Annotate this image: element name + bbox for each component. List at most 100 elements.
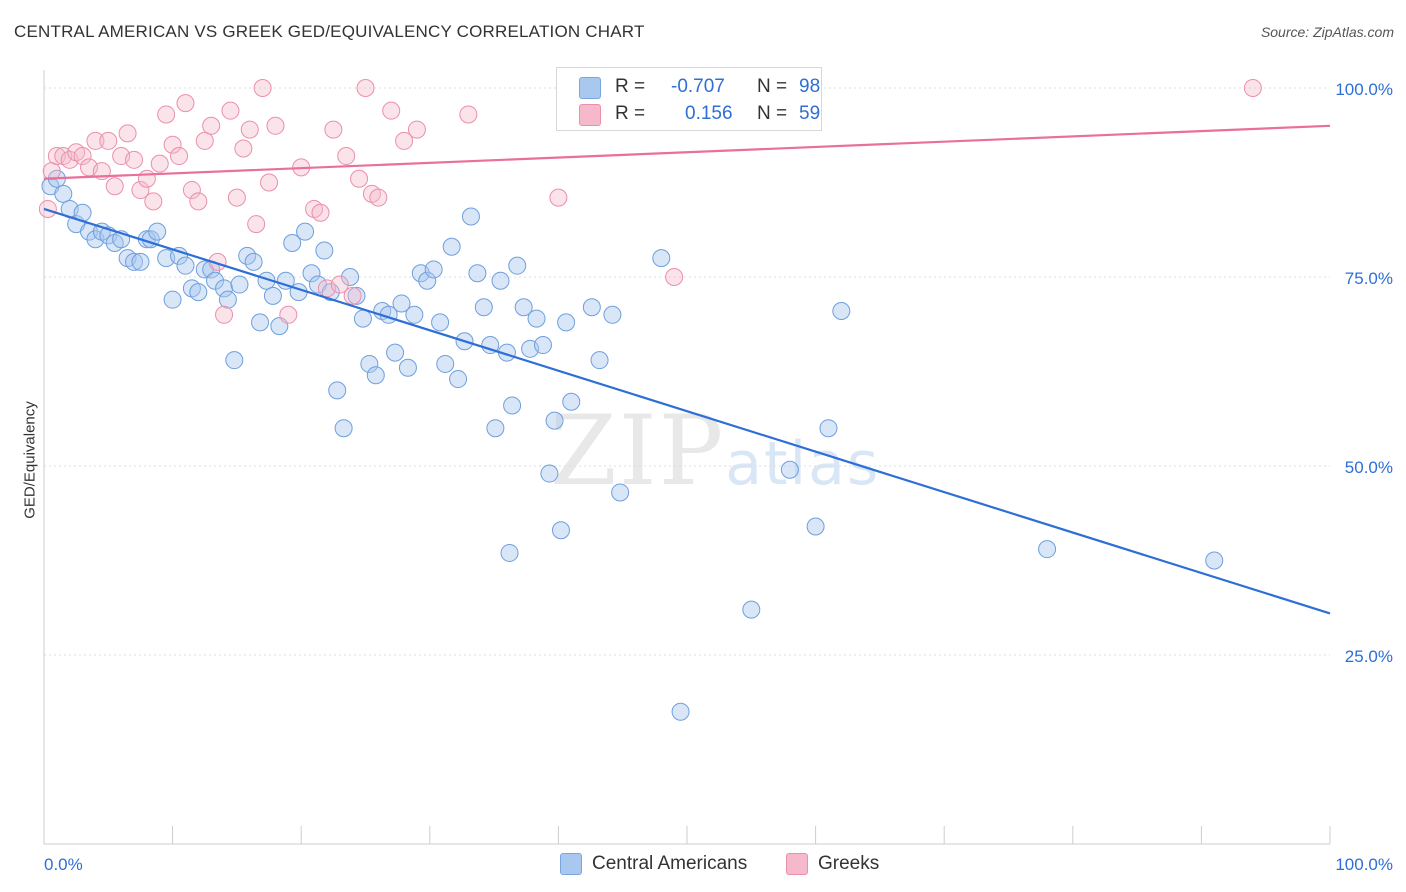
bottom-legend-swatch-blue xyxy=(560,853,582,875)
point-central-americans xyxy=(590,351,609,370)
point-greeks xyxy=(395,131,414,150)
point-greeks xyxy=(266,116,285,135)
point-central-americans xyxy=(263,286,282,305)
bottom-legend-label: Greeks xyxy=(818,853,880,874)
point-central-americans xyxy=(176,256,195,275)
point-central-americans xyxy=(276,271,295,290)
point-greeks xyxy=(118,124,137,143)
point-central-americans xyxy=(215,279,234,298)
point-greeks xyxy=(182,181,201,200)
point-central-americans xyxy=(218,290,237,309)
point-central-americans xyxy=(468,264,487,283)
point-central-americans xyxy=(163,290,182,309)
point-central-americans xyxy=(315,241,334,260)
bottom-legend-swatch-pink xyxy=(786,853,808,875)
point-central-americans xyxy=(551,521,570,540)
point-central-americans xyxy=(508,256,527,275)
point-central-americans xyxy=(251,313,270,332)
legend-r-label: R = xyxy=(615,76,646,97)
point-central-americans xyxy=(405,305,424,324)
point-central-americans xyxy=(611,483,630,502)
point-greeks xyxy=(330,275,349,294)
point-greeks xyxy=(240,120,259,139)
point-greeks xyxy=(144,192,163,211)
point-central-americans xyxy=(533,336,552,355)
point-greeks xyxy=(260,173,279,192)
point-central-americans xyxy=(424,260,443,279)
point-central-americans xyxy=(347,286,366,305)
point-central-americans xyxy=(334,419,353,438)
point-central-americans xyxy=(603,305,622,324)
point-central-americans xyxy=(832,302,851,321)
point-greeks xyxy=(176,94,195,113)
point-greeks xyxy=(324,120,343,139)
legend: R = -0.707 N = 98 R = 0.156 N = 59 xyxy=(556,67,822,131)
point-greeks xyxy=(227,188,246,207)
legend-n-value: 98 xyxy=(799,76,821,97)
point-greeks xyxy=(337,147,356,166)
point-greeks xyxy=(665,268,684,286)
point-central-americans xyxy=(131,252,150,271)
point-central-americans xyxy=(189,283,208,302)
point-greeks xyxy=(170,147,189,166)
point-central-americans xyxy=(225,351,244,370)
point-central-americans xyxy=(230,275,249,294)
legend-n-value: 59 xyxy=(799,103,821,124)
point-greeks xyxy=(247,215,266,234)
point-greeks xyxy=(195,131,214,150)
point-central-americans xyxy=(461,207,480,226)
point-central-americans xyxy=(806,517,825,536)
point-central-americans xyxy=(545,411,564,430)
point-central-americans xyxy=(360,354,379,373)
point-greeks xyxy=(137,169,156,188)
point-central-americans xyxy=(206,271,225,290)
point-central-americans xyxy=(557,313,576,332)
point-central-americans xyxy=(474,298,493,317)
point-central-americans xyxy=(671,702,690,721)
point-central-americans xyxy=(170,246,189,265)
point-greeks xyxy=(221,101,240,120)
point-central-americans xyxy=(341,268,360,286)
point-central-americans xyxy=(481,336,500,355)
point-greeks xyxy=(369,188,388,207)
trendline-central-americans xyxy=(43,207,1331,615)
point-greeks xyxy=(99,131,118,150)
point-central-americans xyxy=(125,252,144,271)
point-greeks xyxy=(157,105,176,124)
point-central-americans xyxy=(486,419,505,438)
point-central-americans xyxy=(328,381,347,400)
point-central-americans xyxy=(302,264,321,283)
point-greeks xyxy=(343,286,362,305)
legend-swatch-blue xyxy=(579,77,601,99)
point-greeks xyxy=(382,101,401,120)
point-central-americans xyxy=(398,358,417,377)
point-greeks xyxy=(279,305,298,324)
point-central-americans xyxy=(652,249,671,268)
point-central-americans xyxy=(283,233,302,252)
y-tick-label: 50.0% xyxy=(1345,458,1393,477)
point-greeks xyxy=(311,203,330,222)
y-tick-label: 25.0% xyxy=(1345,647,1393,666)
point-central-americans xyxy=(780,460,799,479)
point-central-americans xyxy=(386,343,405,362)
source-label: Source: ZipAtlas.com xyxy=(1260,24,1394,40)
point-greeks xyxy=(215,305,234,324)
point-central-americans xyxy=(244,252,263,271)
chart-title: CENTRAL AMERICAN VS GREEK GED/EQUIVALENC… xyxy=(14,22,645,41)
point-greeks xyxy=(356,79,375,97)
point-central-americans xyxy=(418,271,437,290)
bottom-legend-label: Central Americans xyxy=(592,853,748,874)
trendline-greeks xyxy=(43,124,1331,180)
legend-r-label: R = xyxy=(615,103,646,124)
legend-swatch-pink xyxy=(579,104,601,126)
point-central-americans xyxy=(392,294,411,313)
point-greeks xyxy=(86,131,105,150)
point-central-americans xyxy=(500,543,519,562)
point-central-americans xyxy=(491,271,510,290)
point-central-americans xyxy=(514,298,533,317)
y-tick-label: 75.0% xyxy=(1345,269,1393,288)
point-greeks xyxy=(150,154,169,173)
point-central-americans xyxy=(562,392,581,411)
point-central-americans xyxy=(431,313,450,332)
